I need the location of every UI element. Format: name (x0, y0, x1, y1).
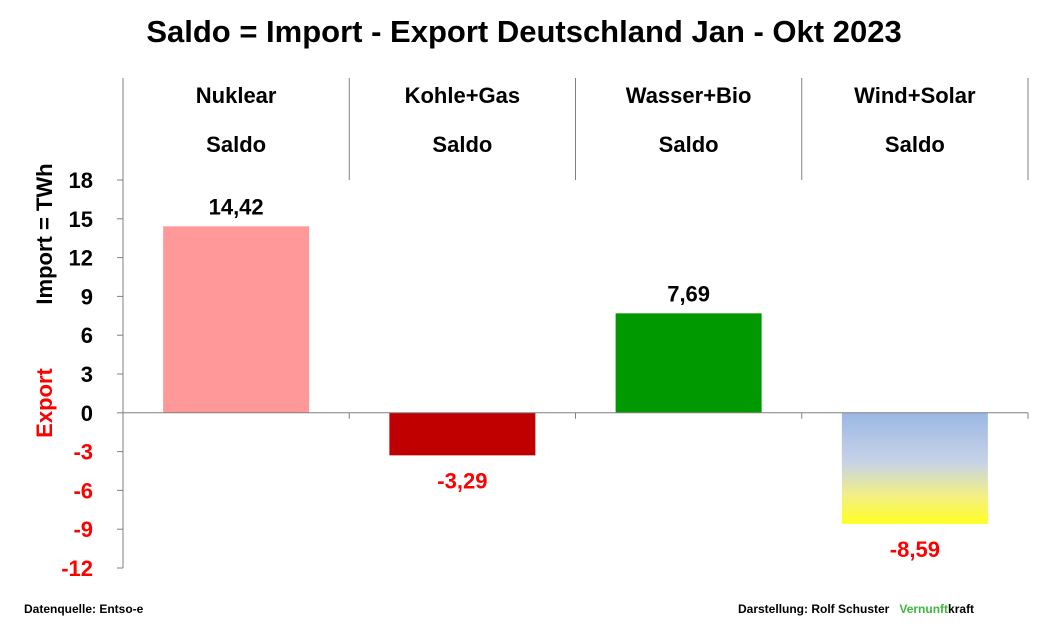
y-tick-label: 0 (81, 401, 93, 426)
y-tick-label: -3 (73, 440, 93, 465)
category-label: Wasser+Bio (626, 83, 752, 108)
category-sublabel: Saldo (206, 132, 266, 157)
brand-name-black: kraft (948, 602, 975, 616)
y-axis-title-export: Export (32, 367, 57, 437)
category-sublabel: Saldo (432, 132, 492, 157)
bar (389, 412, 536, 456)
y-tick-label: 3 (81, 362, 93, 387)
category-label: Nuklear (196, 83, 277, 108)
y-axis-title-import: Import = TWh (32, 163, 57, 304)
y-tick-label: 9 (81, 284, 93, 309)
brand-name-green: Vernunft (899, 602, 949, 616)
value-label: 14,42 (209, 194, 264, 219)
bar (841, 412, 988, 524)
y-tick-label: -6 (73, 478, 93, 503)
credit-author: Darstellung: Rolf Schuster (738, 602, 890, 616)
credit-note: Darstellung: Rolf Schuster Vernunftkraft (738, 602, 974, 616)
source-note: Datenquelle: Entso-e (24, 602, 144, 616)
value-label: -8,59 (890, 537, 940, 562)
chart-title: Saldo = Import - Export Deutschland Jan … (146, 14, 902, 49)
value-label: 7,69 (667, 281, 710, 306)
category-label: Wind+Solar (854, 83, 976, 108)
category-sublabel: Saldo (885, 132, 945, 157)
category-sublabel: Saldo (659, 132, 719, 157)
value-label: -3,29 (437, 468, 487, 493)
y-tick-label: 15 (69, 207, 93, 232)
y-tick-label: 12 (69, 246, 93, 271)
y-tick-label: 6 (81, 323, 93, 348)
y-tick-label: -12 (61, 556, 93, 581)
y-tick-label: -9 (73, 517, 93, 542)
y-tick-label: 18 (69, 168, 93, 193)
bar (163, 226, 310, 413)
category-label: Kohle+Gas (405, 83, 521, 108)
bar (615, 313, 762, 413)
